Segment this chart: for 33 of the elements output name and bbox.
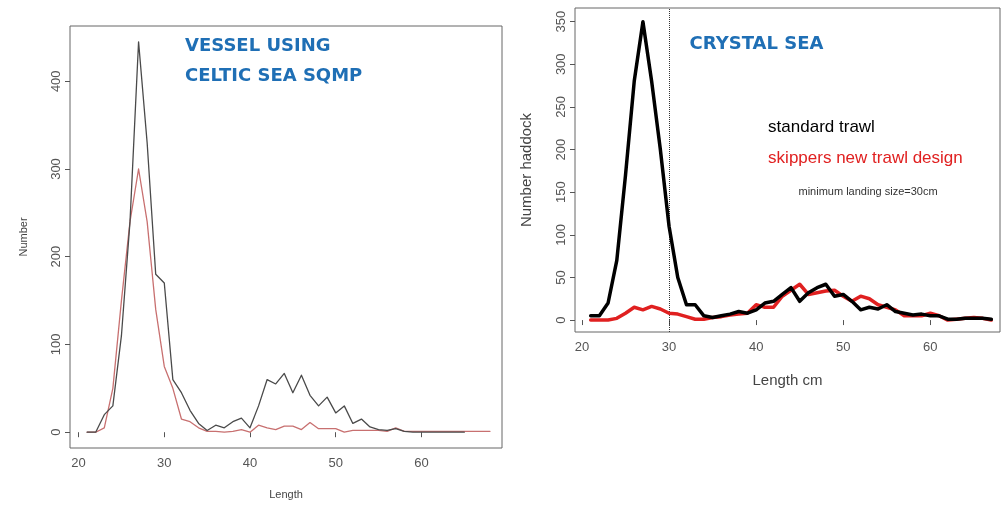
y-tick-label: 100 — [553, 223, 568, 246]
x-tick-label: 50 — [836, 339, 851, 354]
y-axis-title: Number — [16, 217, 29, 257]
y-tick-label: 300 — [48, 158, 63, 180]
x-tick-label: 20 — [574, 339, 590, 354]
x-tick-label: 60 — [923, 339, 938, 354]
y-tick-label: 0 — [553, 316, 568, 324]
x-tick-label: 30 — [661, 339, 677, 354]
text: VESSEL USING CELTIC SEA SQMP — [185, 33, 363, 85]
text: skippers new trawl design — [768, 147, 963, 167]
x-tick-label: 60 — [414, 455, 429, 470]
text: standard trawl — [768, 116, 875, 136]
y-tick-label: 50 — [553, 270, 568, 285]
x-tick-label: 30 — [157, 455, 172, 470]
y-tick-label: 400 — [48, 70, 63, 93]
annotation: minimum landing size=30cm — [798, 184, 938, 197]
y-tick-label: 200 — [48, 245, 63, 268]
y-tick-label: 0 — [48, 428, 63, 436]
y-tick-label: 200 — [553, 138, 568, 161]
x-axis-title: Length cm — [752, 371, 823, 388]
y-tick-label: 150 — [553, 181, 568, 204]
x-tick-label: 50 — [328, 455, 343, 470]
y-tick-label: 300 — [553, 53, 568, 76]
y-tick-label: 100 — [48, 333, 63, 356]
y-tick-label: 250 — [553, 96, 568, 118]
y-tick-label: 350 — [553, 10, 568, 33]
y-axis-title: Number haddock — [517, 112, 534, 228]
x-tick-label: 40 — [748, 339, 764, 354]
x-axis-title: Length — [269, 487, 303, 500]
x-tick-label: 40 — [242, 455, 258, 470]
line-series — [588, 19, 994, 321]
x-tick-label: 20 — [71, 455, 86, 470]
text: CRYSTAL SEA — [689, 31, 824, 53]
